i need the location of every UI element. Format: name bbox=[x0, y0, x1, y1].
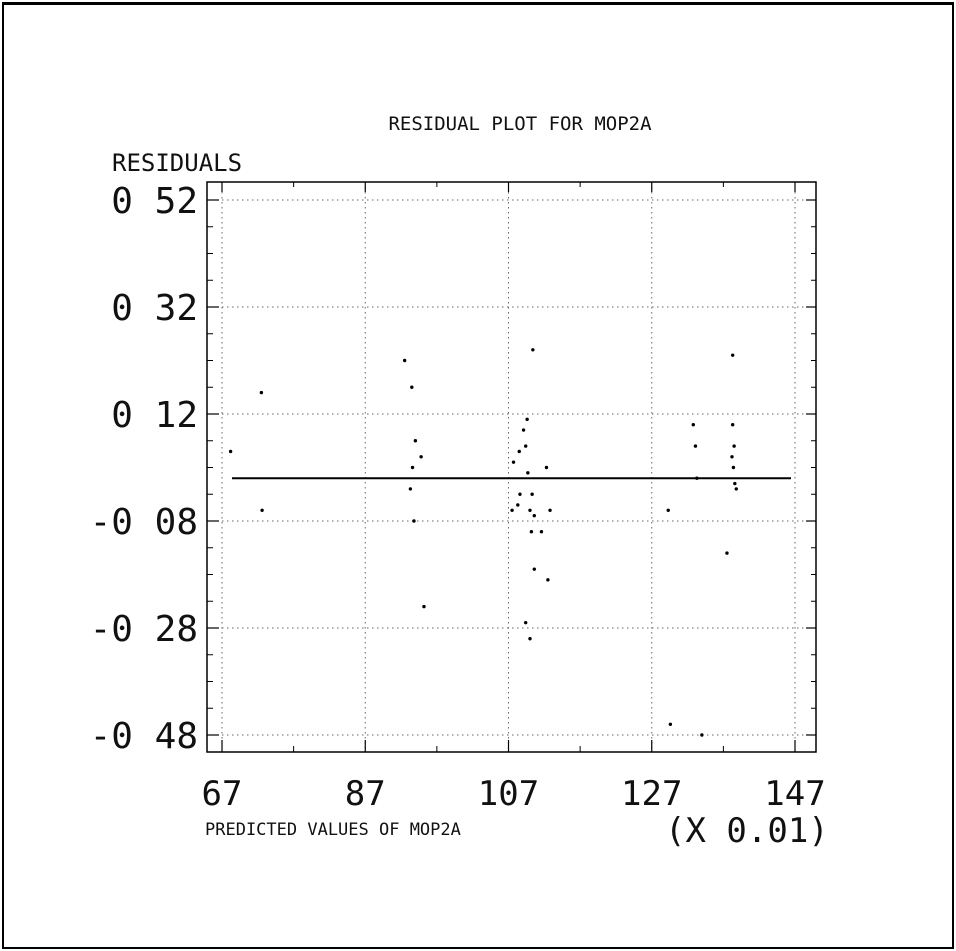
data-point bbox=[539, 530, 544, 534]
data-point bbox=[532, 513, 536, 518]
data-point bbox=[410, 465, 415, 470]
data-point bbox=[668, 722, 673, 726]
data-point bbox=[725, 551, 729, 555]
x-axis-label: PREDICTED VALUES OF MOP2A bbox=[205, 820, 461, 840]
data-point bbox=[695, 476, 699, 480]
data-point bbox=[260, 508, 264, 512]
data-point bbox=[666, 508, 670, 512]
data-point bbox=[523, 444, 528, 448]
data-point bbox=[413, 439, 418, 443]
data-point bbox=[518, 492, 522, 496]
y-tick-label: 0 52 bbox=[111, 181, 198, 222]
data-point bbox=[530, 492, 534, 496]
data-point bbox=[526, 471, 530, 475]
data-point bbox=[700, 733, 704, 737]
tick-layer bbox=[207, 182, 816, 752]
data-point bbox=[517, 449, 521, 454]
x-tick-label: 87 bbox=[345, 774, 386, 814]
data-point bbox=[546, 578, 550, 582]
data-point bbox=[730, 423, 735, 427]
data-point bbox=[529, 530, 534, 534]
data-point bbox=[259, 390, 264, 395]
data-point bbox=[228, 449, 233, 454]
y-tick-label: 0 32 bbox=[111, 288, 198, 329]
data-point bbox=[691, 423, 695, 427]
data-point bbox=[402, 358, 407, 363]
data-point bbox=[408, 487, 413, 491]
chart-title: RESIDUAL PLOT FOR MOP2A bbox=[388, 113, 652, 135]
data-point bbox=[419, 455, 423, 459]
grid-layer bbox=[207, 182, 816, 752]
data-point bbox=[693, 444, 698, 448]
x-scale-note: (X 0.01) bbox=[665, 811, 829, 851]
data-point bbox=[732, 444, 736, 448]
data-point bbox=[532, 567, 536, 571]
data-point bbox=[733, 481, 737, 486]
data-point bbox=[730, 455, 734, 459]
plot-area bbox=[206, 181, 817, 753]
y-tick-label: -0 28 bbox=[90, 609, 198, 650]
data-point bbox=[525, 417, 529, 422]
data-point bbox=[510, 508, 514, 512]
data-point bbox=[548, 508, 552, 512]
data-point bbox=[731, 465, 736, 470]
data-point bbox=[521, 428, 526, 432]
data-point bbox=[511, 460, 516, 464]
data-point bbox=[528, 637, 532, 641]
tick-label-layer: 67 87 107 127 147 0 52 0 32 0 12 -0 08 -0 28 -0 48 bbox=[90, 181, 826, 814]
x-tick-label: 67 bbox=[202, 774, 243, 814]
data-point bbox=[412, 519, 416, 523]
data-point bbox=[523, 620, 528, 625]
data-point bbox=[422, 604, 426, 609]
data-point bbox=[734, 487, 738, 491]
data-point bbox=[516, 503, 520, 507]
data-point bbox=[531, 348, 535, 352]
y-axis-label: RESIDUALS bbox=[112, 149, 242, 177]
data-point bbox=[730, 353, 735, 357]
x-tick-label: 127 bbox=[621, 774, 682, 814]
point-layer bbox=[228, 348, 738, 737]
y-tick-label: 0 12 bbox=[111, 395, 198, 436]
x-tick-label: 147 bbox=[764, 774, 825, 814]
data-point bbox=[528, 508, 532, 512]
data-point bbox=[410, 385, 414, 389]
data-point bbox=[544, 465, 549, 470]
y-tick-label: -0 08 bbox=[90, 502, 198, 543]
x-tick-label: 107 bbox=[478, 774, 539, 814]
y-tick-label: -0 48 bbox=[90, 716, 198, 757]
